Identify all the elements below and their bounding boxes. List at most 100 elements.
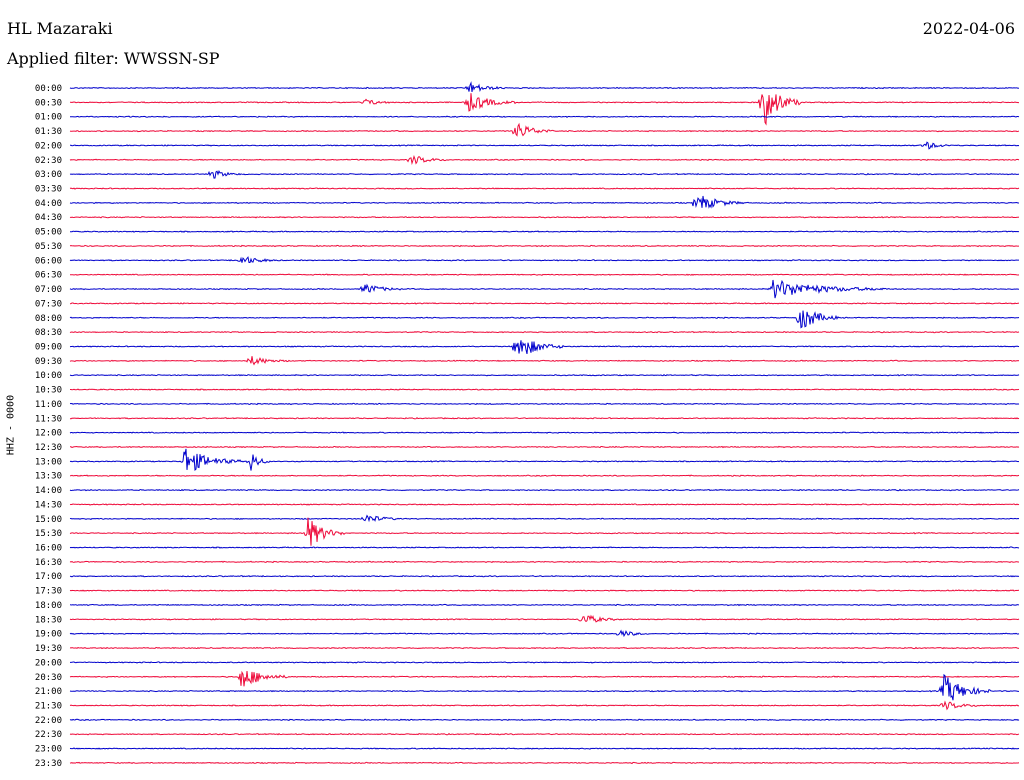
- row-label: 04:00: [35, 199, 62, 209]
- row-label: 17:30: [35, 587, 62, 597]
- trace-row: [69, 718, 1020, 721]
- row-label: 15:30: [35, 529, 62, 539]
- row-label: 14:30: [35, 500, 62, 510]
- trace-row: [69, 646, 1020, 650]
- row-label: 07:00: [35, 285, 62, 295]
- trace-row: [69, 474, 1020, 477]
- row-label: 16:00: [35, 544, 62, 554]
- trace-row: [69, 589, 1020, 592]
- date-label: 2022-04-06: [922, 19, 1015, 38]
- trace-row: [69, 503, 1020, 506]
- row-label: 07:30: [35, 299, 62, 309]
- row-label: 20:30: [35, 673, 62, 683]
- station-title: HL Mazaraki: [7, 19, 113, 38]
- trace-row: [70, 273, 1020, 276]
- row-label: 03:30: [35, 185, 62, 195]
- row-label: 04:30: [35, 213, 62, 223]
- trace-row: [69, 402, 1020, 406]
- trace-row: [69, 673, 1019, 701]
- row-label: 21:30: [35, 701, 62, 711]
- row-label: 14:00: [35, 486, 62, 496]
- trace-row: [70, 230, 1020, 233]
- trace-row: [70, 445, 1020, 449]
- row-label: 17:00: [35, 572, 62, 582]
- row-label: 18:30: [35, 615, 62, 625]
- trace-row: [69, 279, 1020, 299]
- row-label: 09:00: [35, 342, 62, 352]
- row-label: 18:00: [35, 601, 62, 611]
- row-label: 03:00: [35, 170, 62, 180]
- trace-row: [69, 373, 1020, 377]
- trace-row: [69, 356, 1020, 366]
- row-label: 21:00: [35, 687, 62, 697]
- row-label: 22:00: [35, 716, 62, 726]
- row-label: 00:30: [35, 98, 62, 108]
- trace-row: [69, 700, 1020, 711]
- row-label: 19:30: [35, 644, 62, 654]
- trace-row: [70, 661, 1020, 664]
- trace-row: [69, 431, 1020, 434]
- trace-rows: [69, 81, 1020, 765]
- row-label: 20:00: [35, 658, 62, 668]
- trace-row: [69, 732, 1020, 736]
- row-label: 06:30: [35, 271, 62, 281]
- row-label: 13:00: [35, 457, 62, 467]
- row-label: 23:30: [35, 759, 62, 769]
- trace-row: [69, 256, 1019, 263]
- trace-row: [69, 546, 1020, 549]
- row-label: 16:30: [35, 558, 62, 568]
- trace-row: [69, 93, 1019, 126]
- trace-row: [69, 244, 1019, 248]
- trace-row: [69, 614, 1020, 623]
- trace-row: [69, 340, 1020, 355]
- trace-row: [69, 417, 1020, 420]
- row-label: 02:30: [35, 156, 62, 166]
- row-label: 19:00: [35, 630, 62, 640]
- trace-row: [69, 310, 1020, 329]
- trace-row: [69, 670, 1020, 687]
- row-label: 09:30: [35, 357, 62, 367]
- row-label: 08:30: [35, 328, 62, 338]
- trace-row: [69, 187, 1020, 190]
- row-label: 05:00: [35, 228, 62, 238]
- trace-row: [69, 330, 1020, 334]
- row-label: 05:30: [35, 242, 62, 252]
- trace-row: [69, 195, 1019, 209]
- filter-label: Applied filter: WWSSN-SP: [7, 49, 220, 68]
- row-label: 11:30: [35, 414, 62, 424]
- row-label: 08:00: [35, 314, 62, 324]
- trace-row: [69, 155, 1020, 166]
- trace-row: [69, 747, 1020, 750]
- row-label: 01:30: [35, 127, 62, 137]
- trace-row: [69, 517, 1020, 546]
- row-label: 00:00: [35, 84, 62, 94]
- row-label: 22:30: [35, 730, 62, 740]
- trace-row: [69, 448, 1020, 472]
- row-label: 10:00: [35, 371, 62, 381]
- trace-row: [70, 141, 1020, 150]
- row-label: 12:30: [35, 443, 62, 453]
- trace-row: [70, 115, 1020, 118]
- row-label: 02:00: [35, 141, 62, 151]
- trace-row: [69, 122, 1020, 137]
- row-label: 11:00: [35, 400, 62, 410]
- row-label: 10:30: [35, 386, 62, 396]
- trace-row: [69, 629, 1020, 638]
- row-label: 12:00: [35, 429, 62, 439]
- trace-row: [69, 761, 1020, 765]
- trace-row: [69, 488, 1020, 492]
- trace-row: [69, 169, 1020, 179]
- trace-row: [69, 216, 1020, 219]
- trace-row: [69, 603, 1020, 607]
- row-label: 13:30: [35, 472, 62, 482]
- row-labels: 00:00 00:30 01:00 01:30 02:00 02:30 03:00 03:30…: [35, 84, 62, 769]
- trace-row: [69, 302, 1020, 305]
- row-label: 23:00: [35, 745, 62, 755]
- trace-row: [69, 81, 1020, 92]
- trace-row: [69, 514, 1020, 523]
- trace-row: [69, 560, 1019, 564]
- trace-row: [69, 575, 1020, 578]
- trace-row: [70, 388, 1020, 391]
- row-label: 06:00: [35, 256, 62, 266]
